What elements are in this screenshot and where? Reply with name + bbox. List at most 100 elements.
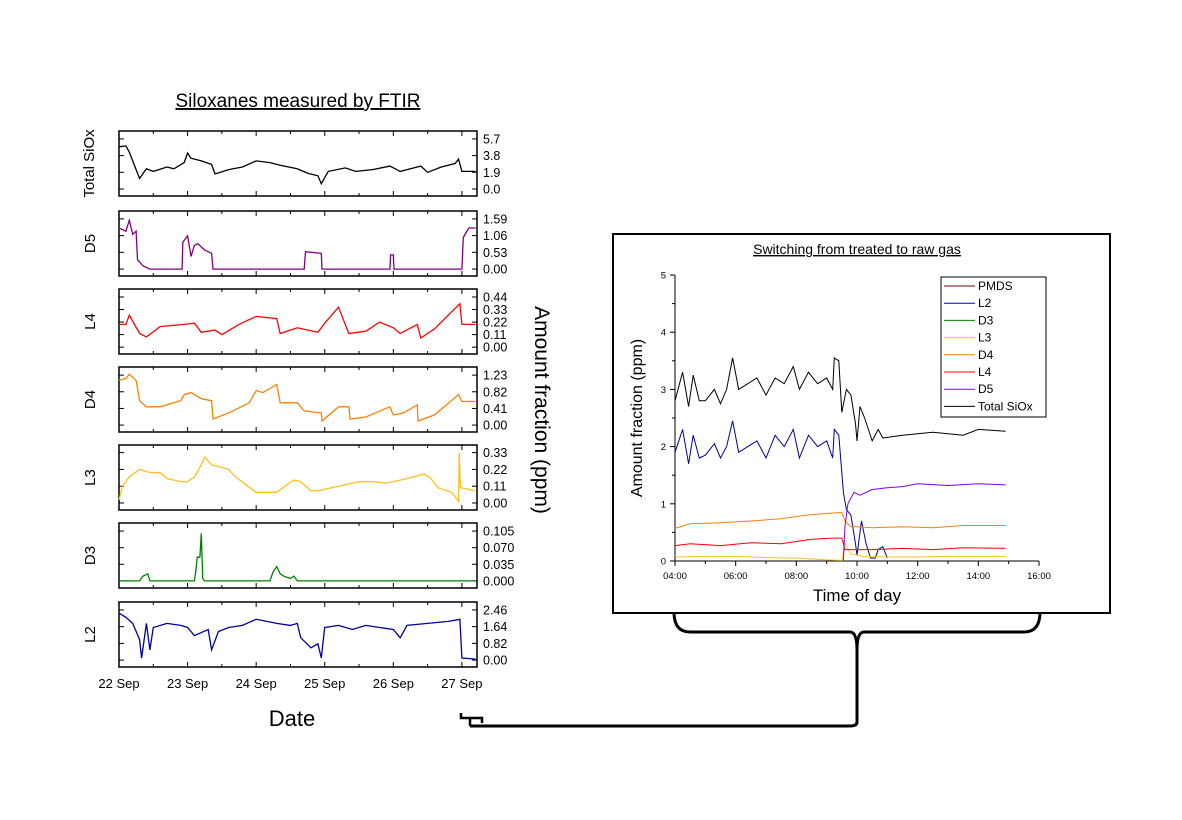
right-title: Switching from treated to raw gas bbox=[753, 241, 961, 257]
legend-item: PMDS bbox=[944, 279, 1013, 293]
panel-l3: 0.00 0.11 0.22 0.33 L3 bbox=[82, 444, 507, 511]
series-line-l4 bbox=[674, 537, 1006, 551]
panel-label: L4 bbox=[82, 313, 99, 330]
y-tick-label: 1.9 bbox=[483, 166, 500, 180]
panel-l4: 0.000.110.220.330.44 L4 bbox=[82, 288, 507, 355]
panel-frame bbox=[118, 444, 478, 511]
legend-item: Total SiOx bbox=[944, 399, 1033, 413]
y-tick-label: 0.82 bbox=[483, 637, 507, 651]
y-tick-label: 0.22 bbox=[483, 463, 507, 477]
y-tick-label: 0.000 bbox=[483, 574, 514, 588]
panel-frame bbox=[118, 210, 478, 277]
left-panels: 0.0 1.9 3.8 5.7 Total SiOx 0.00 0.53 1.06 1.59 D5… bbox=[81, 129, 514, 691]
y-tick-label: 0.53 bbox=[483, 246, 507, 260]
y-tick-label: 0.33 bbox=[483, 303, 507, 317]
right-xlabel: Time of day bbox=[813, 586, 902, 605]
series-line-l4 bbox=[119, 302, 476, 340]
y-tick-label: 0 bbox=[661, 557, 666, 568]
left-ylabel: Amount fraction (ppm) bbox=[530, 306, 553, 514]
panel-frame bbox=[118, 601, 478, 668]
x-tick-label: 08:00 bbox=[784, 571, 808, 582]
y-tick-label: 0.070 bbox=[483, 541, 514, 555]
y-tick-label: 0.11 bbox=[483, 480, 506, 494]
legend-item: D3 bbox=[944, 313, 994, 327]
x-tick-label: 24 Sep bbox=[236, 676, 277, 691]
legend-label: L4 bbox=[978, 365, 992, 379]
x-tick-label: 27 Sep bbox=[441, 676, 482, 691]
series-line-total-siox bbox=[118, 145, 476, 186]
panel-label: L3 bbox=[82, 469, 99, 486]
y-tick-label: 0.11 bbox=[483, 328, 506, 342]
y-tick-label: 0.105 bbox=[483, 525, 514, 539]
y-tick-label: 0.41 bbox=[483, 402, 507, 416]
legend: PMDS L2 D3 L3 D4 L4 D5 Total SiOx bbox=[940, 276, 1047, 418]
panel-d4: 0.00 0.41 0.82 1.23 D4 bbox=[82, 366, 507, 433]
x-tick-label: 26 Sep bbox=[373, 676, 414, 691]
y-tick-label: 0.22 bbox=[483, 316, 507, 330]
x-tick-label: 16:00 bbox=[1027, 571, 1051, 582]
y-tick-label: 0.44 bbox=[483, 290, 507, 304]
y-tick-label: 1.59 bbox=[483, 212, 507, 226]
y-tick-label: 0.82 bbox=[483, 385, 507, 399]
legend-label: D5 bbox=[978, 382, 994, 396]
date-bracket bbox=[459, 713, 484, 726]
panel-d5: 0.00 0.53 1.06 1.59 D5 bbox=[82, 210, 507, 277]
y-tick-label: 1.23 bbox=[483, 369, 507, 383]
left-xlabel: Date bbox=[269, 706, 315, 731]
legend-item: D4 bbox=[944, 348, 994, 362]
series-line-l3 bbox=[674, 542, 1006, 561]
legend-label: D3 bbox=[978, 313, 994, 327]
legend-item: D5 bbox=[944, 382, 994, 396]
y-tick-label: 2 bbox=[661, 442, 666, 453]
x-tick-label: 14:00 bbox=[966, 571, 990, 582]
y-tick-label: 0.00 bbox=[483, 496, 507, 510]
y-tick-label: 5.7 bbox=[483, 132, 500, 146]
legend-label: L3 bbox=[978, 331, 992, 345]
x-tick-label: 10:00 bbox=[845, 571, 869, 582]
panel-frame bbox=[118, 522, 478, 589]
series-line-l2 bbox=[118, 612, 476, 660]
y-tick-label: 5 bbox=[661, 271, 666, 282]
panel-l2: 0.00 0.82 1.64 2.46 L2 bbox=[82, 601, 507, 668]
x-tick-label: 12:00 bbox=[906, 571, 930, 582]
x-tick-label: 25 Sep bbox=[304, 676, 345, 691]
panel-label: D5 bbox=[82, 234, 99, 253]
panel-frame bbox=[118, 366, 478, 433]
panel-d3: 0.000 0.035 0.070 0.105 D3 bbox=[82, 522, 514, 589]
y-tick-label: 0.00 bbox=[483, 341, 507, 355]
series-line-d4 bbox=[118, 373, 476, 423]
y-tick-label: 3 bbox=[661, 385, 666, 396]
series-line-l3 bbox=[118, 452, 476, 504]
legend-frame bbox=[940, 276, 1047, 418]
panel-label: Total SiOx bbox=[81, 129, 98, 198]
legend-label: Total SiOx bbox=[978, 399, 1033, 413]
panel-frame bbox=[118, 130, 478, 197]
y-tick-label: 0.035 bbox=[483, 558, 514, 572]
series-line-d3 bbox=[119, 533, 476, 582]
series-line-d5 bbox=[118, 217, 476, 270]
panel-label: D3 bbox=[82, 546, 99, 565]
y-tick-label: 0.0 bbox=[483, 182, 500, 196]
legend-label: PMDS bbox=[978, 279, 1013, 293]
legend-item: L2 bbox=[944, 296, 992, 310]
y-tick-label: 1.06 bbox=[483, 229, 507, 243]
y-tick-label: 4 bbox=[661, 328, 666, 339]
legend-item: L4 bbox=[944, 365, 992, 379]
right-chart: 04:00 06:00 08:00 10:00 12:00 14:00 16:00 0 1 2 3 4… bbox=[661, 271, 1051, 583]
y-tick-label: 0.33 bbox=[483, 446, 507, 460]
y-tick-label: 1 bbox=[661, 499, 666, 510]
series-line-l2 bbox=[674, 420, 888, 559]
panel-label: D4 bbox=[82, 390, 99, 409]
y-tick-label: 0.00 bbox=[483, 654, 507, 668]
y-tick-label: 1.64 bbox=[483, 620, 507, 634]
x-tick-label: 06:00 bbox=[724, 571, 748, 582]
series-line-d4 bbox=[674, 511, 1006, 529]
inset-frame bbox=[612, 233, 1111, 614]
left-title: Siloxanes measured by FTIR bbox=[176, 91, 421, 112]
panel-label: L2 bbox=[82, 626, 99, 643]
legend-item: L3 bbox=[944, 331, 992, 345]
x-tick-label: 22 Sep bbox=[98, 676, 139, 691]
legend-label: L2 bbox=[978, 296, 992, 310]
legend-label: D4 bbox=[978, 348, 994, 362]
